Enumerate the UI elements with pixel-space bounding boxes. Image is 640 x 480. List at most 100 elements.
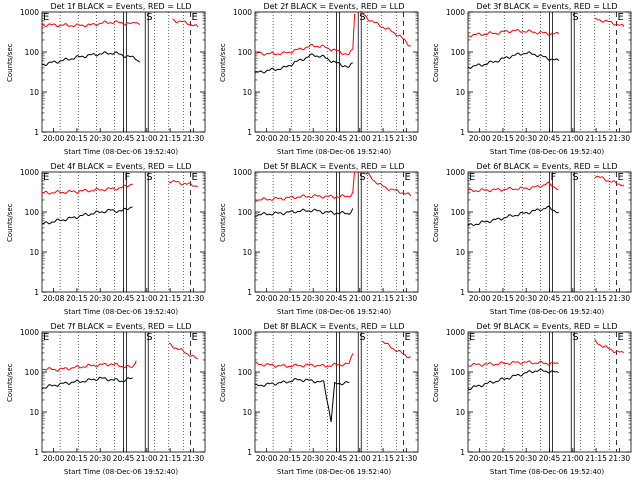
chart-title: Det 5f BLACK = Events, RED = LLD <box>263 162 405 171</box>
red-lld-series <box>41 183 133 195</box>
x-tick-label: 20:30 <box>515 294 537 303</box>
y-tick-label: 1000 <box>20 168 39 177</box>
x-tick-label: 21:00 <box>136 454 158 463</box>
event-marker-label: S <box>146 332 152 343</box>
y-tick-label: 100 <box>25 48 40 57</box>
chart-title: Det 3f BLACK = Events, RED = LLD <box>476 2 618 11</box>
red-lld-series-post <box>594 175 625 187</box>
x-tick-label: 20:45 <box>326 294 348 303</box>
event-marker-label: S <box>572 332 578 343</box>
red-lld-series <box>254 353 354 368</box>
x-tick-label: 21:30 <box>396 454 418 463</box>
y-tick-label: 10 <box>242 248 252 257</box>
black-events-series <box>41 376 133 390</box>
y-axis-label: Counts/sec <box>219 43 227 82</box>
x-tick-label: 21:30 <box>396 134 418 143</box>
event-marker-label: E <box>618 172 624 183</box>
y-axis-label: Counts/sec <box>432 203 440 242</box>
x-tick-label: 21:30 <box>183 134 205 143</box>
event-marker-label: E <box>469 172 475 183</box>
event-marker-label: F <box>551 172 557 183</box>
x-tick-label: 20:15 <box>279 454 301 463</box>
y-tick-label: 1000 <box>233 328 252 337</box>
event-marker-label: E <box>618 12 624 23</box>
chart-svg: S 1 10 100 1000 20:00 20:15 20:30 20:45 21:00 21:1… <box>233 8 419 143</box>
detector-chart-6: E F S E 1 10 100 1000 20:00 20:15 20:30 20:45 21:00 2… <box>426 160 639 320</box>
x-tick-label: 21:30 <box>609 454 631 463</box>
event-marker-label: S <box>146 172 152 183</box>
black-events-series <box>467 51 560 69</box>
x-tick-label: 21:15 <box>372 294 394 303</box>
y-tick-label: 1000 <box>446 328 465 337</box>
black-events-series <box>467 205 559 227</box>
x-tick-label: 20:00 <box>256 454 278 463</box>
x-tick-label: 20:00 <box>43 454 65 463</box>
y-tick-label: 1 <box>460 448 465 457</box>
red-lld-series <box>467 360 559 367</box>
y-tick-label: 1 <box>34 128 39 137</box>
y-tick-label: 100 <box>25 368 40 377</box>
x-tick-label: 20:30 <box>515 134 537 143</box>
y-tick-label: 1 <box>460 128 465 137</box>
y-tick-label: 10 <box>242 408 252 417</box>
event-marker-label: E <box>469 332 475 343</box>
detector-chart-7: E S E 1 10 100 1000 20:00 20:15 20:30 20:45 21:00 21… <box>0 320 213 480</box>
x-tick-label: 21:15 <box>159 454 181 463</box>
x-tick-label: 20:30 <box>89 454 111 463</box>
x-tick-label: 20:00 <box>469 134 491 143</box>
x-tick-label: 21:30 <box>609 294 631 303</box>
x-tick-label: 21:00 <box>349 134 371 143</box>
x-tick-label: 20:08 <box>43 294 65 303</box>
x-axis-label: Start Time (08-Dec-06 19:52:40) <box>63 148 179 156</box>
red-lld-series-post <box>172 18 199 28</box>
y-axis-label: Counts/sec <box>219 203 227 242</box>
x-tick-label: 21:15 <box>585 454 607 463</box>
y-tick-label: 10 <box>29 88 39 97</box>
black-events-series <box>254 208 354 217</box>
x-tick-label: 21:15 <box>585 134 607 143</box>
x-tick-label: 21:30 <box>396 294 418 303</box>
y-axis-label: Counts/sec <box>432 43 440 82</box>
y-tick-label: 1000 <box>20 8 39 17</box>
x-tick-label: 20:00 <box>256 294 278 303</box>
y-tick-label: 10 <box>455 88 465 97</box>
red-lld-series-post <box>359 10 412 47</box>
y-tick-label: 1 <box>34 448 39 457</box>
red-lld-series <box>41 360 137 372</box>
detector-chart-4: E F S E 1 10 100 1000 20:08 20:15 20:30 20:45 21:00 2… <box>0 160 213 320</box>
x-tick-label: 20:30 <box>89 134 111 143</box>
event-marker-label: E <box>43 172 49 183</box>
x-tick-label: 20:00 <box>43 134 65 143</box>
x-tick-label: 20:45 <box>539 134 561 143</box>
x-tick-label: 20:15 <box>66 134 88 143</box>
black-events-series <box>41 206 133 225</box>
x-axis-label: Start Time (08-Dec-06 19:52:40) <box>63 468 179 476</box>
event-marker-label: E <box>192 172 198 183</box>
detector-chart-8: S E 1 10 100 1000 20:00 20:15 20:30 20:45 21:00 21:… <box>213 320 426 480</box>
event-marker-label: E <box>192 12 198 23</box>
x-tick-label: 20:15 <box>492 134 514 143</box>
y-tick-label: 100 <box>238 48 253 57</box>
event-marker-label: E <box>43 332 49 343</box>
detector-chart-5: S E 1 10 100 1000 20:00 20:15 20:30 20:45 21:00 21:… <box>213 160 426 320</box>
black-events-series <box>467 368 559 391</box>
x-tick-label: 20:00 <box>256 134 278 143</box>
red-lld-series-post <box>359 172 412 197</box>
red-lld-series-post <box>594 17 625 27</box>
chart-title: Det 2f BLACK = Events, RED = LLD <box>263 2 405 11</box>
event-marker-label: E <box>192 332 198 343</box>
x-tick-label: 20:30 <box>515 454 537 463</box>
x-tick-label: 21:00 <box>562 294 584 303</box>
x-tick-label: 20:45 <box>539 454 561 463</box>
chart-title: Det 1f BLACK = Events, RED = LLD <box>50 2 192 11</box>
detector-chart-1: E S E 1 10 100 1000 20:00 20:15 20:30 20:45 21:00 21… <box>0 0 213 160</box>
x-tick-label: 21:15 <box>159 134 181 143</box>
chart-title: Det 8f BLACK = Events, RED = LLD <box>263 322 405 331</box>
y-tick-label: 1 <box>460 288 465 297</box>
